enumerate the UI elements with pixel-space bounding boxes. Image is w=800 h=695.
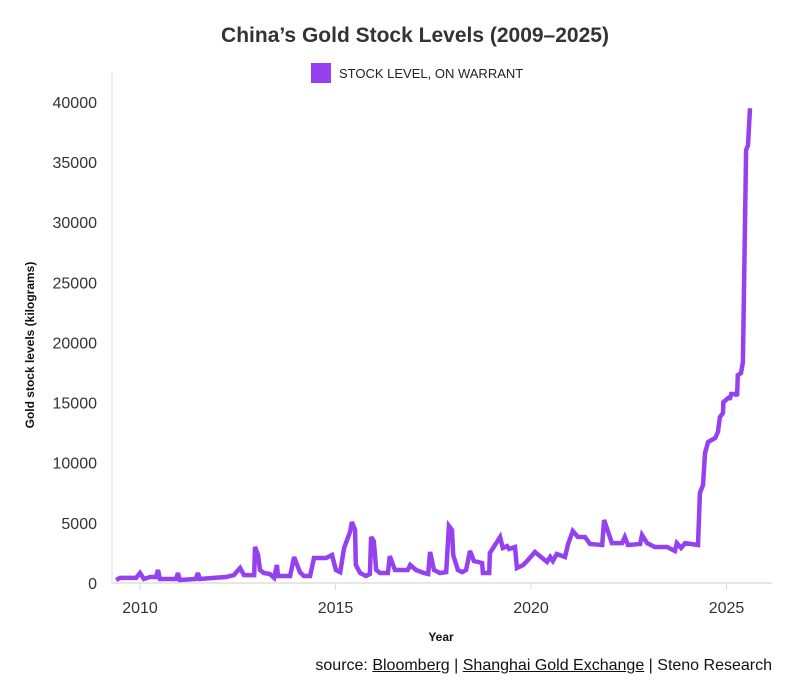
source-link-sge[interactable]: Shanghai Gold Exchange [462,657,645,674]
y-tick-label: 25000 [53,275,98,292]
source-link-bloomberg[interactable]: Bloomberg [372,657,450,674]
y-tick-label: 30000 [53,215,98,232]
legend-swatch [311,63,331,83]
source-prefix: source: [315,657,373,674]
x-tick-label: 2025 [709,600,745,617]
x-tick-label: 2015 [318,600,354,617]
series-line-stock-level [115,108,753,583]
y-tick-label: 5000 [61,516,97,533]
x-tick-label: 2020 [513,600,549,617]
source-sep: | [449,657,463,674]
source-note: source: Bloomberg | Shanghai Gold Exchan… [315,657,772,675]
x-tick-label: 2010 [122,600,158,617]
y-tick-label: 0 [88,576,97,593]
source-steno: | Steno Research [644,657,772,674]
legend-label: STOCK LEVEL, ON WARRANT [339,65,524,81]
y-tick-label: 20000 [53,335,98,352]
y-tick-label: 35000 [53,155,98,172]
legend: STOCK LEVEL, ON WARRANT [311,63,523,83]
y-tick-label: 10000 [53,456,98,473]
y-tick-label: 15000 [53,396,98,413]
chart-title: China’s Gold Stock Levels (2009–2025) [221,24,609,47]
x-axis-label: Year [428,630,454,644]
y-tick-label: 40000 [53,95,98,112]
